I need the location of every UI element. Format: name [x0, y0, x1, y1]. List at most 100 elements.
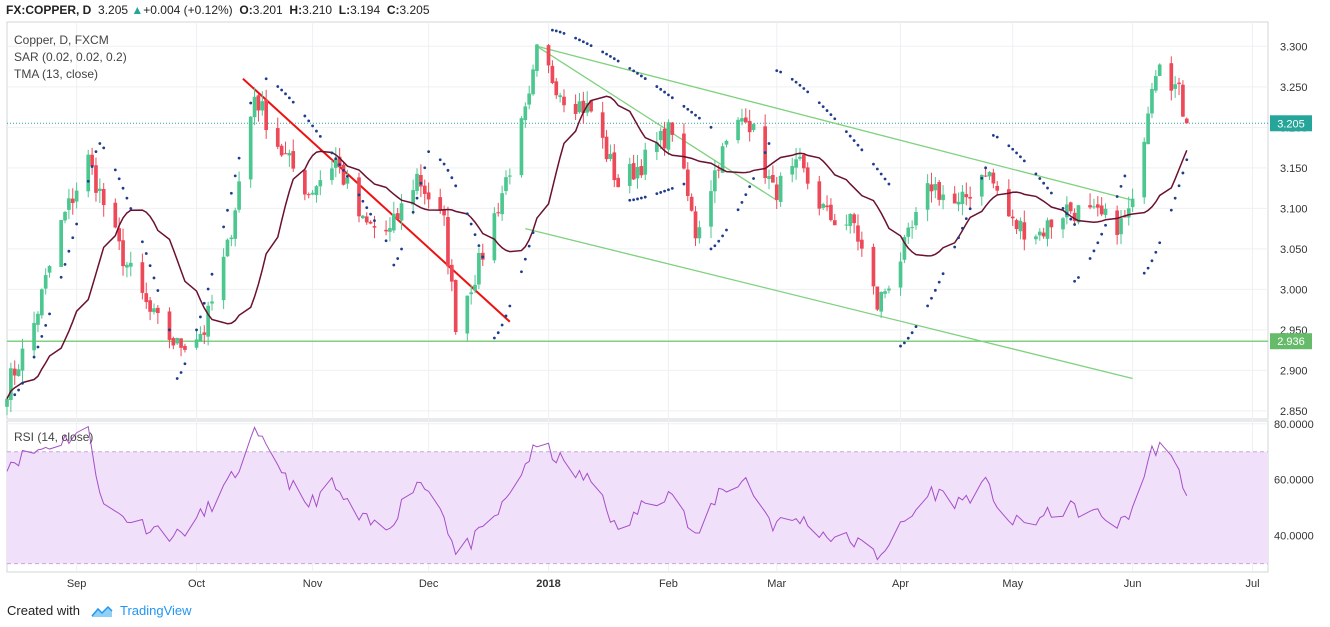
- sar-dot: [473, 233, 477, 237]
- candle-body: [612, 152, 617, 181]
- sar-dot: [226, 208, 229, 212]
- sar-dot: [1177, 184, 1181, 188]
- sar-dot: [469, 222, 473, 226]
- sar-dot: [67, 249, 71, 253]
- sar-dot: [914, 325, 918, 329]
- sar-dot: [682, 104, 686, 108]
- candle-body: [39, 289, 44, 316]
- candle-body: [90, 154, 94, 167]
- support-price-label: 2.936: [1277, 336, 1305, 348]
- low-label: L:: [338, 3, 351, 17]
- sar-dot: [682, 182, 686, 186]
- candle-body: [767, 176, 771, 180]
- sar-dot: [585, 42, 589, 46]
- sar-dot: [1100, 232, 1104, 236]
- sar-dot: [643, 195, 647, 199]
- sar-dot: [44, 323, 48, 327]
- sar-dots: [13, 28, 1189, 397]
- candle-body: [747, 120, 752, 133]
- sar-dot: [508, 304, 512, 308]
- sar-dot: [1092, 249, 1096, 253]
- candle-body: [43, 275, 48, 289]
- candle-body: [426, 192, 431, 200]
- candle-body: [442, 209, 446, 216]
- candle-body: [206, 305, 210, 337]
- candle-body: [221, 256, 226, 301]
- sar-dot: [639, 74, 643, 78]
- candle-body: [724, 140, 729, 145]
- sar-dot: [140, 240, 144, 244]
- candle-body: [1184, 118, 1189, 124]
- high-label: H:: [289, 3, 303, 17]
- sar-dot: [833, 117, 837, 121]
- sar-dot: [902, 341, 906, 345]
- candle-body: [941, 194, 945, 201]
- sar-dot: [1142, 271, 1146, 275]
- close-label: C:: [386, 3, 400, 17]
- sar-dot: [794, 80, 798, 84]
- sar-dot: [338, 163, 342, 166]
- sar-dot: [291, 100, 295, 104]
- sar-dot: [504, 314, 508, 318]
- symbol-name: FX:COPPER, D: [6, 3, 92, 17]
- candle-body: [368, 221, 373, 224]
- candle-body: [550, 65, 555, 84]
- sar-dot: [798, 83, 802, 87]
- candle-body: [655, 142, 659, 153]
- tradingview-link[interactable]: TradingView: [120, 603, 192, 618]
- candle-body: [527, 93, 532, 105]
- candle-body: [384, 229, 388, 232]
- candle-body: [5, 398, 9, 407]
- sar-dot: [419, 181, 423, 185]
- last-price: 3.205: [98, 3, 129, 17]
- candle-body: [519, 118, 524, 176]
- sar-dot: [1049, 191, 1053, 195]
- sar-dot: [775, 69, 779, 73]
- candle-body: [1072, 212, 1077, 221]
- candle-body: [531, 69, 535, 95]
- sar-dot: [991, 134, 995, 137]
- candle-body: [128, 262, 133, 267]
- candle-body: [790, 165, 795, 175]
- rsi-tick-label: 40.0000: [1274, 531, 1314, 543]
- candle-body: [97, 188, 102, 191]
- sar-dot: [694, 113, 697, 117]
- candle-body: [887, 288, 891, 291]
- candle-body: [1123, 216, 1127, 218]
- sar-dot: [612, 57, 616, 61]
- candle-body: [345, 177, 350, 184]
- candle-body: [237, 181, 241, 210]
- sar-dot: [152, 276, 156, 280]
- candle-body: [202, 332, 207, 335]
- candle-body: [372, 226, 377, 228]
- candle-body: [627, 164, 632, 186]
- candle-body: [1153, 76, 1158, 91]
- sar-dot: [848, 134, 852, 138]
- symbol-header: FX:COPPER, D 3.205 ▲+0.004 (+0.12%) O:3.…: [6, 3, 430, 17]
- candle-body: [260, 101, 265, 111]
- sar-dot: [632, 198, 636, 202]
- sar-dot: [957, 236, 960, 240]
- x-tick-label: Dec: [419, 578, 439, 590]
- candle-body: [608, 153, 613, 159]
- candle-body: [832, 220, 837, 226]
- candle-body: [685, 169, 690, 196]
- sar-dot: [899, 344, 902, 348]
- sar-dot: [210, 272, 214, 276]
- sar-dot: [311, 124, 314, 128]
- candle-body: [635, 166, 640, 179]
- candle-body: [156, 307, 160, 314]
- candle-body: [140, 262, 145, 293]
- candle-body: [492, 213, 497, 261]
- sar-dot: [117, 177, 121, 181]
- sar-dot: [156, 289, 160, 292]
- last-price-badge: [1270, 115, 1312, 132]
- sar-dot: [454, 184, 458, 188]
- candle-body: [879, 291, 884, 312]
- trendline-green: [525, 227, 1133, 380]
- sar-dot: [280, 88, 284, 92]
- candle-body: [751, 124, 756, 130]
- candle-body: [643, 149, 648, 175]
- sar-dot: [1061, 206, 1065, 210]
- sar-dot: [763, 151, 767, 154]
